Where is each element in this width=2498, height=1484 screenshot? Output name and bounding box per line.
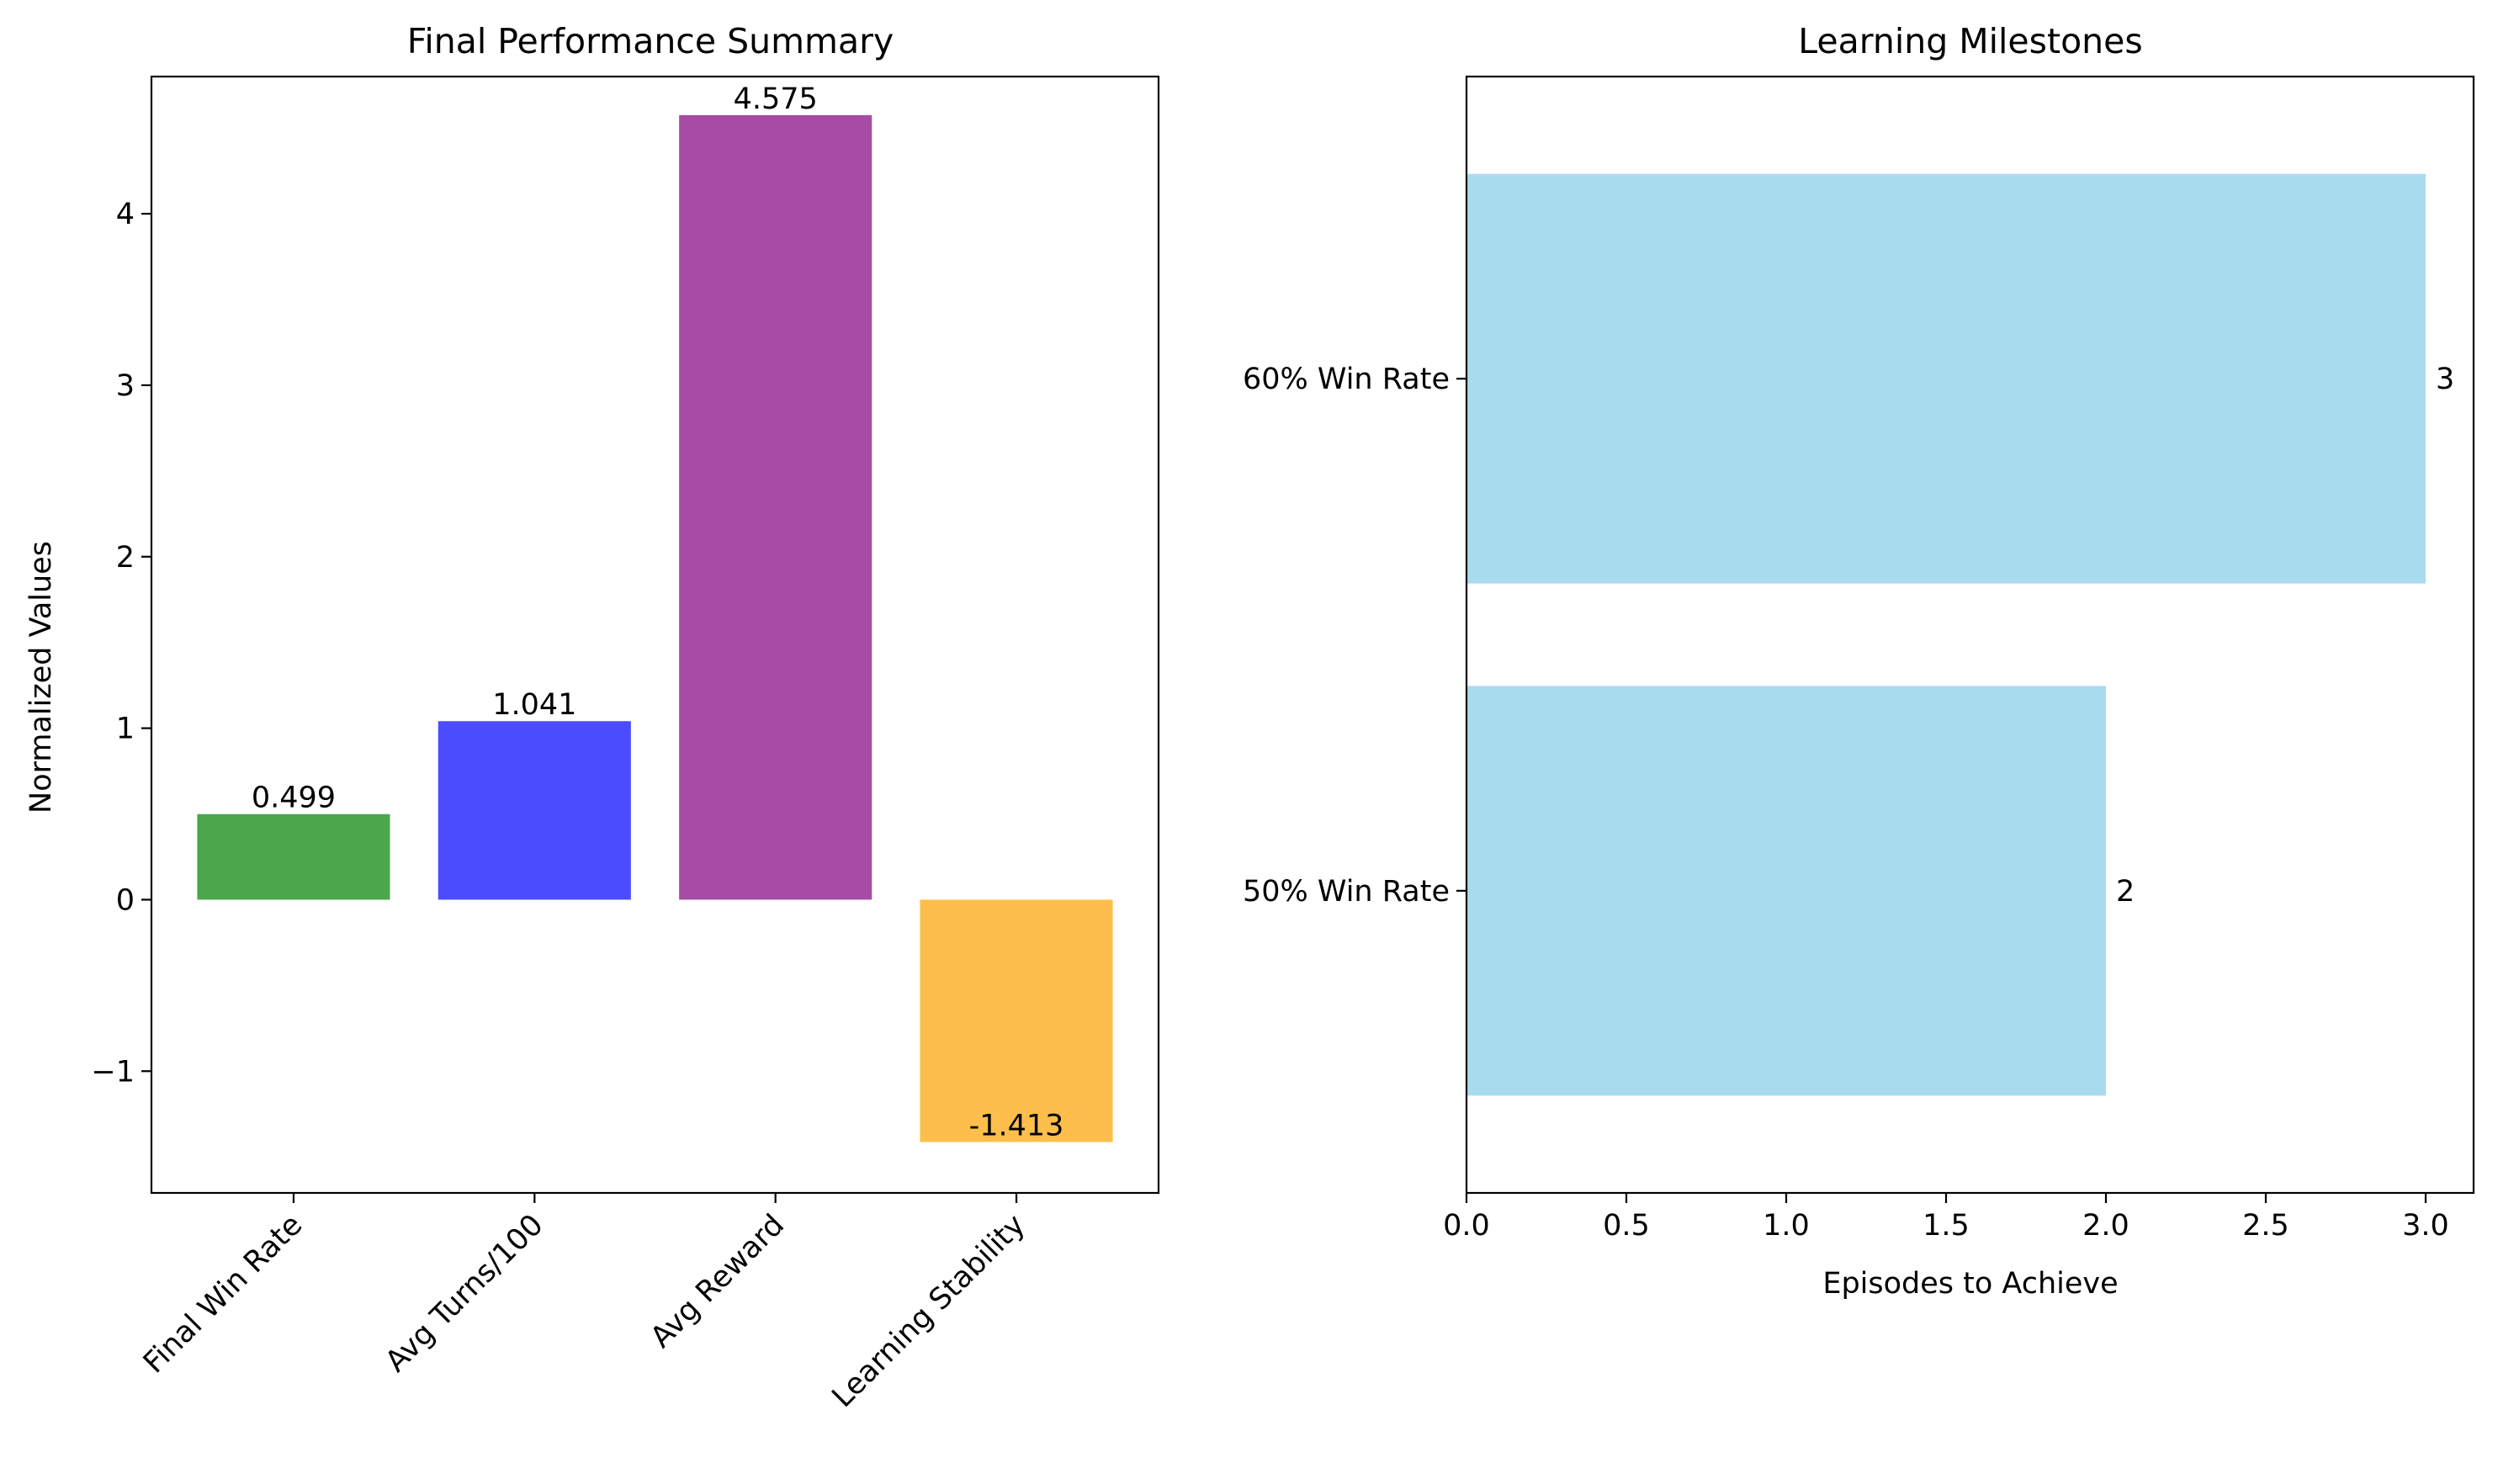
plot-area-frame [1465,75,2475,1195]
y-tick-label: 4 [116,198,135,231]
y-axis-label: Normalized Values [24,541,58,814]
bar-value-label: -1.413 [969,1109,1064,1142]
x-tick-label: 1.0 [1763,1209,1810,1243]
chart-title: Final Performance Summary [407,21,894,61]
x-tick-label: 0.5 [1603,1209,1650,1243]
chart-title: Learning Milestones [1798,21,2143,61]
learning-milestones-chart: Learning Milestones Episodes to Achieve … [1243,21,2475,1301]
x-axis-label: Episodes to Achieve [1822,1267,2118,1301]
bar-group: 23 [1466,173,2454,1096]
bar [1466,173,2426,584]
plot-area-frame [150,75,1160,1195]
y-tick-label: 1 [116,713,135,746]
x-tick-label: 0.0 [1443,1209,1490,1243]
performance-summary-chart: Final Performance Summary Normalized Val… [24,21,1160,1414]
x-tick-label: 1.5 [1923,1209,1970,1243]
x-axis-ticks: 0.0 0.5 1.0 1.5 2.0 2.5 3.0 [1443,1193,2449,1243]
y-tick-label: 60% Win Rate [1243,363,1450,396]
bar [197,814,390,900]
bar-group: 0.499 1.041 4.575 -1.413 [197,82,1113,1142]
bar-value-label: 2 [2116,875,2135,909]
bar-value-label: 0.499 [252,782,336,815]
y-tick-label: 2 [116,541,135,575]
bar-value-label: 4.575 [734,82,818,116]
x-tick-label: 3.0 [2402,1209,2449,1243]
bar [438,721,631,900]
bar [1466,686,2106,1096]
y-axis-ticks: −1 0 1 2 3 4 [91,198,151,1089]
bar [920,899,1113,1142]
x-tick-label: 2.0 [2082,1209,2129,1243]
y-tick-label: 50% Win Rate [1243,875,1450,909]
y-axis-ticks: 50% Win Rate 60% Win Rate [1243,363,1466,909]
y-tick-label: 3 [116,369,135,403]
x-tick-label: 2.5 [2242,1209,2289,1243]
bar [679,114,872,900]
y-tick-label: 0 [116,883,135,917]
bar-value-label: 1.041 [492,688,576,722]
bar-value-label: 3 [2436,363,2454,396]
y-tick-label: −1 [91,1055,135,1089]
